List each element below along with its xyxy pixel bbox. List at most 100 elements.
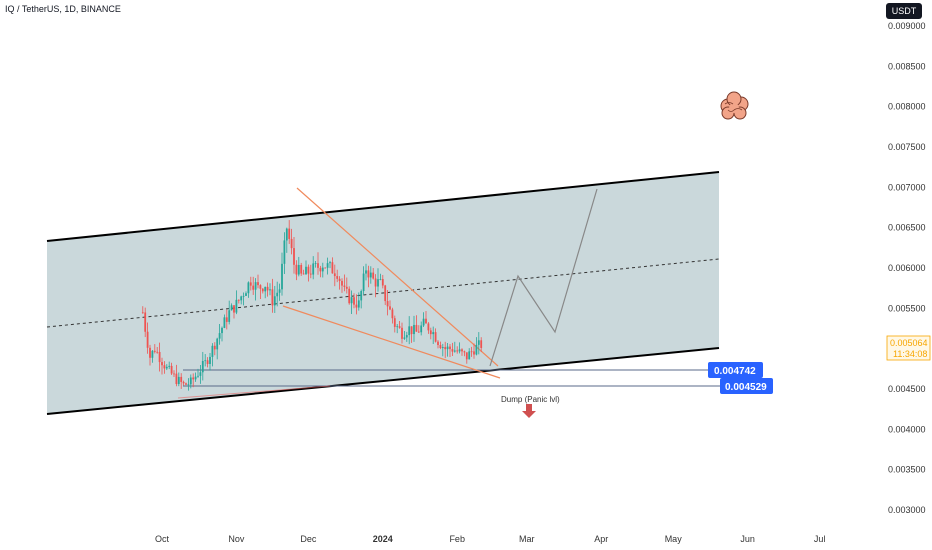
down-arrow-icon	[522, 404, 536, 418]
candle-body	[185, 383, 187, 385]
candle-body	[259, 285, 262, 289]
candle-body	[329, 262, 331, 264]
candle-body	[182, 381, 185, 384]
candle-body	[480, 340, 483, 348]
candle-body	[285, 228, 288, 241]
candle-body	[211, 345, 214, 357]
candle-body	[209, 356, 211, 364]
y-tick-label: 0.009000	[888, 21, 926, 31]
wedge-lower-line	[282, 305, 501, 379]
candle-body	[365, 270, 367, 274]
candle-body	[151, 350, 154, 358]
y-tick-label: 0.003000	[888, 505, 926, 515]
candle-body	[305, 266, 307, 275]
candle-body	[437, 341, 439, 345]
candle-body	[146, 331, 149, 348]
candle-body	[156, 351, 159, 353]
channel-upper-line	[46, 171, 720, 242]
candle-body	[194, 376, 197, 380]
candle-body	[317, 263, 319, 268]
candle-body	[401, 327, 403, 339]
x-tick-label: 2024	[373, 534, 393, 544]
candle-body	[461, 349, 463, 352]
y-axis[interactable]: 0.009000 0.008500 0.008000 0.007500 0.007000…	[888, 21, 926, 515]
candle-body	[345, 286, 348, 289]
candle-body	[386, 301, 389, 307]
candle-body	[189, 377, 192, 385]
candle-body	[225, 317, 228, 322]
candle-body	[290, 238, 293, 249]
level-tag-upper[interactable]: 0.004742	[708, 362, 763, 378]
candle-body	[273, 296, 276, 306]
candle-body	[254, 282, 257, 290]
candle-body	[343, 285, 346, 287]
candle-body	[357, 300, 360, 308]
candle-body	[413, 324, 415, 335]
candle-body	[230, 305, 233, 311]
candle-body	[180, 376, 183, 382]
candle-body	[216, 338, 219, 350]
candle-body	[300, 264, 303, 274]
candle-body	[367, 270, 370, 278]
candle-body	[175, 373, 178, 385]
candle-body	[297, 264, 300, 275]
candle-body	[451, 349, 454, 352]
currency-unit-badge[interactable]: USDT	[886, 3, 922, 19]
candle-body	[425, 318, 427, 324]
channel-midline	[46, 258, 720, 328]
candle-body	[293, 248, 295, 265]
candle-body	[237, 299, 240, 301]
candle-body	[321, 267, 324, 272]
x-tick-label: Jun	[740, 534, 755, 544]
candle-body	[372, 272, 375, 279]
x-axis[interactable]: Oct Nov Dec 2024 Feb Mar Apr May Jun Jul	[155, 534, 825, 544]
y-tick-label: 0.004000	[888, 424, 926, 434]
candlestick-series	[141, 220, 483, 391]
candle-body	[319, 267, 322, 272]
candle-body	[360, 291, 363, 301]
y-tick-label: 0.008000	[888, 102, 926, 112]
candle-body	[163, 365, 166, 369]
candle-body	[278, 289, 281, 293]
dump-annotation: Dump (Panic lvl)	[501, 395, 560, 404]
candle-body	[427, 323, 430, 331]
candle-body	[192, 377, 195, 380]
level-tag-lower[interactable]: 0.004529	[720, 378, 773, 394]
candle-body	[312, 263, 315, 275]
candle-body	[242, 295, 245, 297]
candle-body	[264, 286, 267, 292]
candle-body	[415, 324, 418, 332]
candle-body	[223, 317, 226, 328]
chart-title: IQ / TetherUS, 1D, BINANCE	[5, 4, 121, 14]
candle-body	[165, 366, 168, 369]
y-tick-label: 0.006000	[888, 263, 926, 273]
candle-body	[199, 372, 202, 376]
candle-body	[417, 331, 420, 333]
candle-body	[456, 350, 459, 352]
candle-body	[465, 352, 468, 360]
candle-body	[252, 285, 255, 290]
candle-body	[326, 263, 329, 268]
candle-body	[245, 293, 247, 296]
wedge-upper-line	[296, 187, 499, 367]
candle-body	[468, 351, 471, 360]
x-tick-label: Feb	[449, 534, 465, 544]
candle-body	[314, 263, 317, 265]
current-price-tag[interactable]: 0.005064 11:34:08	[886, 335, 931, 361]
candle-body	[389, 306, 391, 310]
candle-body	[257, 282, 259, 286]
candle-body	[336, 276, 339, 279]
candle-body	[473, 351, 475, 355]
x-tick-label: Jul	[814, 534, 826, 544]
current-price-text: 0.005064	[890, 338, 928, 348]
x-tick-label: Dec	[300, 534, 317, 544]
candle-body	[271, 289, 274, 306]
candle-body	[393, 318, 396, 327]
candle-body	[403, 337, 406, 339]
candle-body	[405, 335, 408, 338]
candle-body	[309, 273, 312, 275]
candle-body	[187, 384, 190, 386]
candle-body	[350, 297, 353, 304]
candle-body	[206, 360, 209, 364]
